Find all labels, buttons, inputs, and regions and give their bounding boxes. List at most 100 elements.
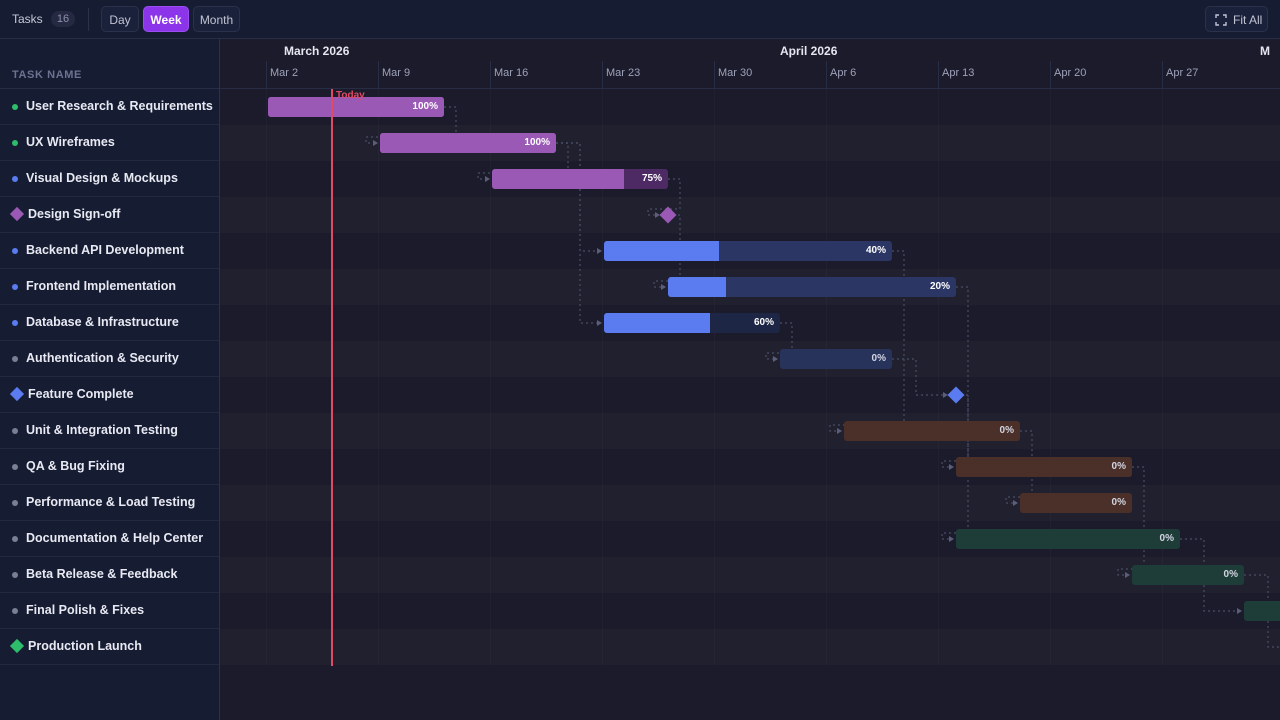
milestone-diamond-icon — [9, 638, 25, 654]
task-name: Database & Infrastructure — [26, 315, 179, 329]
chart-row — [220, 377, 1280, 413]
chart-row — [220, 629, 1280, 665]
milestone-diamond-icon — [9, 206, 25, 222]
progress-label: 0% — [1111, 461, 1126, 472]
dependency-arrow-icon — [943, 392, 948, 398]
month-label: April 2026 — [780, 44, 838, 58]
week-divider — [602, 61, 603, 89]
task-bar-beta-release-and-feedback[interactable]: 0% — [1132, 565, 1244, 585]
dependency-arrow-icon — [949, 464, 954, 470]
task-row-user-research-and-requirements[interactable]: User Research & Requirements — [0, 89, 219, 125]
week-label: Apr 27 — [1166, 67, 1199, 79]
task-bar-frontend-implementation[interactable]: 20% — [668, 277, 956, 297]
week-divider — [1162, 61, 1163, 89]
dependency-arrow-icon — [949, 536, 954, 542]
dependency-line — [653, 214, 681, 288]
status-dot-icon — [12, 572, 18, 578]
task-row-qa-and-bug-fixing[interactable]: QA & Bug Fixing — [0, 449, 219, 485]
dependency-line — [556, 142, 600, 324]
dependency-arrow-icon — [1013, 500, 1018, 506]
task-row-backend-api-development[interactable]: Backend API Development — [0, 233, 219, 269]
view-day-button[interactable]: Day — [101, 6, 139, 32]
gantt-chart: March 2026 April 2026 M Mar 2 Mar 9 Mar 16 Mar… — [220, 39, 1280, 720]
week-divider — [490, 61, 491, 89]
progress-label: 0% — [1223, 569, 1238, 580]
task-row-performance-and-load-testing[interactable]: Performance & Load Testing — [0, 485, 219, 521]
task-bar-user-research-and-requirements[interactable]: 100% — [268, 97, 444, 117]
dependency-arrow-icon — [597, 320, 602, 326]
view-month-button[interactable]: Month — [193, 6, 240, 32]
dependency-line — [556, 142, 600, 252]
chart-row — [220, 197, 1280, 233]
task-row-authentication-and-security[interactable]: Authentication & Security — [0, 341, 219, 377]
task-row-database-and-infrastructure[interactable]: Database & Infrastructure — [0, 305, 219, 341]
task-bar-unit-and-integration-testing[interactable]: 0% — [844, 421, 1020, 441]
progress-label: 40% — [865, 245, 886, 256]
progress-fill — [604, 241, 720, 261]
fit-all-button[interactable]: Fit All — [1205, 6, 1268, 32]
task-list-panel: TASK NAME User Research & Requirements UX… — [0, 39, 220, 720]
dependency-line — [892, 358, 946, 396]
task-name: Unit & Integration Testing — [26, 423, 178, 437]
chart-row — [220, 161, 1280, 197]
status-dot-icon — [12, 104, 18, 110]
dependency-line — [1117, 466, 1145, 576]
status-dot-icon — [12, 284, 18, 290]
status-dot-icon — [12, 140, 18, 146]
task-name: Feature Complete — [28, 387, 134, 401]
task-row-ux-wireframes[interactable]: UX Wireframes — [0, 125, 219, 161]
task-bar-ux-wireframes[interactable]: 100% — [380, 133, 556, 153]
week-divider — [1050, 61, 1051, 89]
task-name: Frontend Implementation — [26, 279, 176, 293]
view-week-button[interactable]: Week — [143, 6, 189, 32]
task-row-feature-complete[interactable]: Feature Complete — [0, 377, 219, 413]
task-bar-documentation-and-help-center[interactable]: 0% — [956, 529, 1180, 549]
dependency-line — [765, 322, 793, 360]
task-bar-backend-api-development[interactable]: 40% — [604, 241, 892, 261]
task-row-design-sign-off[interactable]: Design Sign-off — [0, 197, 219, 233]
task-name: UX Wireframes — [26, 135, 115, 149]
dependency-arrow-icon — [1237, 608, 1242, 614]
dependency-line — [829, 250, 905, 432]
task-bar-performance-and-load-testing[interactable]: 0% — [1020, 493, 1132, 513]
status-dot-icon — [12, 356, 18, 362]
dependency-arrow-icon — [373, 140, 378, 146]
tasks-count-badge: 16 — [51, 11, 75, 27]
task-bar-visual-design-and-mockups[interactable]: 75% — [492, 169, 668, 189]
task-row-production-launch[interactable]: Production Launch — [0, 629, 219, 665]
dependency-arrow-icon — [597, 248, 602, 254]
task-bar-qa-and-bug-fixing[interactable]: 0% — [956, 457, 1132, 477]
task-row-visual-design-and-mockups[interactable]: Visual Design & Mockups — [0, 161, 219, 197]
progress-label: 100% — [524, 137, 550, 148]
task-bar-authentication-and-security[interactable]: 0% — [780, 349, 892, 369]
task-row-frontend-implementation[interactable]: Frontend Implementation — [0, 269, 219, 305]
task-name: Beta Release & Feedback — [26, 567, 178, 581]
status-dot-icon — [12, 500, 18, 506]
dependency-arrow-icon — [1125, 572, 1130, 578]
dependency-line — [647, 178, 681, 216]
today-marker — [331, 89, 333, 666]
header-divider — [0, 88, 219, 89]
status-dot-icon — [12, 536, 18, 542]
week-divider — [938, 61, 939, 89]
today-label: Today — [336, 90, 365, 101]
task-row-final-polish-and-fixes[interactable]: Final Polish & Fixes — [0, 593, 219, 629]
task-row-documentation-and-help-center[interactable]: Documentation & Help Center — [0, 521, 219, 557]
task-name: Production Launch — [28, 639, 142, 653]
task-bar-final-polish-and-fixes[interactable] — [1244, 601, 1280, 621]
toolbar-divider — [88, 8, 89, 31]
task-row-unit-and-integration-testing[interactable]: Unit & Integration Testing — [0, 413, 219, 449]
month-label: M — [1260, 44, 1270, 58]
task-row-beta-release-and-feedback[interactable]: Beta Release & Feedback — [0, 557, 219, 593]
dependency-arrow-icon — [837, 428, 842, 434]
dependency-line — [941, 286, 969, 540]
task-bar-database-and-infrastructure[interactable]: 60% — [604, 313, 780, 333]
week-label: Apr 6 — [830, 67, 857, 79]
expand-corners-icon — [1215, 14, 1227, 26]
task-name: User Research & Requirements — [26, 99, 213, 113]
task-name: Authentication & Security — [26, 351, 179, 365]
status-dot-icon — [12, 464, 18, 470]
chart-row — [220, 413, 1280, 449]
week-label: Apr 20 — [1054, 67, 1087, 79]
progress-fill — [492, 169, 624, 189]
